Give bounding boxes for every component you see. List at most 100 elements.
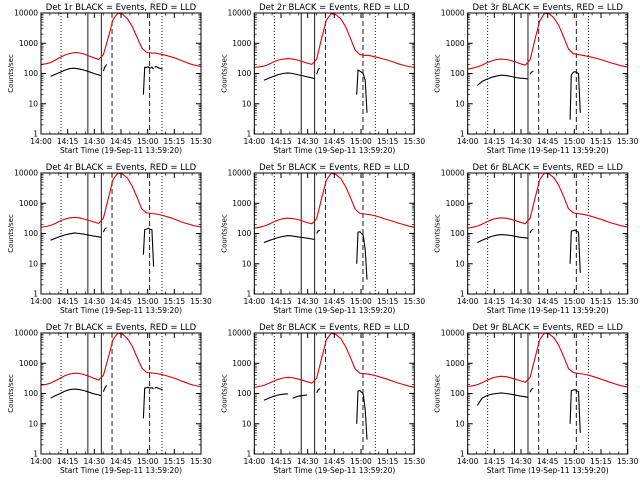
y-tick-label: 1 — [33, 290, 38, 299]
panel-title: Det 2r BLACK = Events, RED = LLD — [259, 3, 410, 13]
x-tick-label: 14:15 — [484, 457, 506, 466]
x-tick-label: 15:30 — [404, 297, 426, 306]
events-series-line — [529, 387, 534, 393]
x-tick-label: 15:00 — [564, 297, 586, 306]
y-axis-label: Counts/sec — [220, 374, 228, 413]
lld-series-line — [254, 333, 415, 388]
events-series-line — [529, 70, 534, 75]
panel-title: Det 4r BLACK = Events, RED = LLD — [46, 163, 197, 173]
x-tick-label: 14:15 — [484, 297, 506, 306]
events-series-line — [356, 69, 368, 113]
x-tick-label: 14:15 — [57, 297, 79, 306]
detector-panel: Det 8r BLACK = Events, RED = LLD 1 10 100 10… — [220, 323, 425, 475]
events-series-line — [154, 65, 163, 70]
x-axis-label: Start Time (19-Sep-11 13:59:20) — [60, 306, 182, 315]
detector-panel: Det 7r BLACK = Events, RED = LLD 1 10 100 10… — [7, 323, 212, 475]
events-series-line — [142, 386, 154, 419]
lld-series-line — [467, 13, 628, 70]
x-tick-label: 15:15 — [164, 457, 186, 466]
x-tick-label: 14:30 — [510, 457, 532, 466]
lld-series-line — [41, 13, 201, 68]
events-series-line — [154, 386, 163, 391]
events-series-line — [263, 72, 315, 81]
x-tick-label: 14:30 — [297, 297, 319, 306]
x-tick-label: 15:00 — [350, 297, 372, 306]
y-tick-label: 10 — [242, 419, 252, 428]
y-tick-label: 1000 — [446, 39, 465, 48]
events-series-line — [476, 392, 528, 406]
x-axis-label: Start Time (19-Sep-11 13:59:20) — [487, 146, 609, 155]
x-tick-label: 14:15 — [270, 137, 292, 146]
y-axis-label: Counts/sec — [220, 214, 228, 253]
y-tick-label: 10 — [455, 419, 465, 428]
y-tick-label: 10000 — [14, 9, 38, 18]
y-axis-label: Counts/sec — [220, 54, 228, 93]
y-tick-label: 100 — [450, 389, 465, 398]
y-tick-label: 1 — [33, 130, 38, 139]
x-tick-label: 15:30 — [190, 297, 212, 306]
y-tick-label: 1 — [247, 130, 252, 139]
x-tick-label: 14:15 — [57, 137, 79, 146]
plot-frame — [253, 332, 415, 455]
x-tick-label: 15:15 — [377, 137, 399, 146]
y-tick-label: 10000 — [14, 329, 38, 338]
detector-panel: Det 9r BLACK = Events, RED = LLD 1 10 100 10… — [434, 323, 639, 475]
y-tick-label: 1000 — [446, 199, 465, 208]
x-tick-label: 15:30 — [404, 137, 426, 146]
y-axis-label: Counts/sec — [434, 214, 442, 253]
panel-title: Det 8r BLACK = Events, RED = LLD — [259, 323, 410, 333]
y-tick-label: 10 — [28, 259, 38, 268]
x-tick-label: 14:45 — [324, 137, 346, 146]
y-tick-label: 10000 — [227, 9, 251, 18]
plot-frame — [467, 12, 629, 135]
x-tick-label: 15:00 — [564, 137, 586, 146]
y-axis-label: Counts/sec — [434, 54, 442, 93]
y-tick-label: 1 — [460, 130, 465, 139]
x-tick-label: 14:00 — [30, 457, 52, 466]
x-tick-label: 14:15 — [484, 137, 506, 146]
events-series-line — [102, 385, 108, 392]
detector-panel: Det 3r BLACK = Events, RED = LLD 1 10 100 10… — [434, 3, 639, 155]
y-tick-label: 1 — [460, 290, 465, 299]
plot-frame — [40, 332, 202, 455]
x-tick-label: 14:00 — [457, 297, 479, 306]
x-axis-label: Start Time (19-Sep-11 13:59:20) — [273, 466, 395, 475]
x-tick-label: 14:30 — [510, 137, 532, 146]
y-tick-label: 10000 — [441, 169, 465, 178]
y-tick-label: 10 — [242, 99, 252, 108]
x-tick-label: 15:15 — [590, 137, 612, 146]
events-series-line — [50, 67, 102, 77]
lld-series-line — [41, 333, 201, 388]
y-tick-label: 10000 — [227, 329, 251, 338]
events-series-line — [50, 232, 102, 241]
y-tick-label: 100 — [24, 229, 39, 238]
events-series-line — [529, 228, 534, 234]
x-tick-label: 15:15 — [590, 457, 612, 466]
x-tick-label: 15:00 — [137, 457, 159, 466]
x-tick-label: 15:30 — [190, 457, 212, 466]
events-series-line — [263, 235, 315, 244]
lld-series-line — [467, 333, 628, 388]
x-tick-label: 14:15 — [270, 457, 292, 466]
x-tick-label: 15:15 — [164, 137, 186, 146]
x-tick-label: 14:30 — [297, 457, 319, 466]
panel-title: Det 6r BLACK = Events, RED = LLD — [472, 163, 623, 173]
x-tick-label: 14:45 — [537, 297, 559, 306]
y-tick-label: 1000 — [232, 39, 251, 48]
y-tick-label: 100 — [24, 389, 39, 398]
x-tick-label: 15:15 — [377, 457, 399, 466]
y-tick-label: 100 — [237, 229, 252, 238]
x-tick-label: 14:00 — [457, 457, 479, 466]
events-series-line — [477, 234, 528, 244]
lld-series-line — [41, 173, 201, 228]
x-axis-label: Start Time (19-Sep-11 13:59:20) — [487, 466, 609, 475]
y-tick-label: 10000 — [14, 169, 38, 178]
detector-panel: Det 6r BLACK = Events, RED = LLD 1 10 100 10… — [434, 163, 639, 315]
y-axis-label: Counts/sec — [7, 374, 15, 413]
x-tick-label: 15:00 — [137, 297, 159, 306]
y-tick-label: 1 — [460, 450, 465, 459]
x-axis-label: Start Time (19-Sep-11 13:59:20) — [60, 146, 182, 155]
events-series-line — [102, 227, 107, 233]
x-tick-label: 14:30 — [84, 457, 106, 466]
